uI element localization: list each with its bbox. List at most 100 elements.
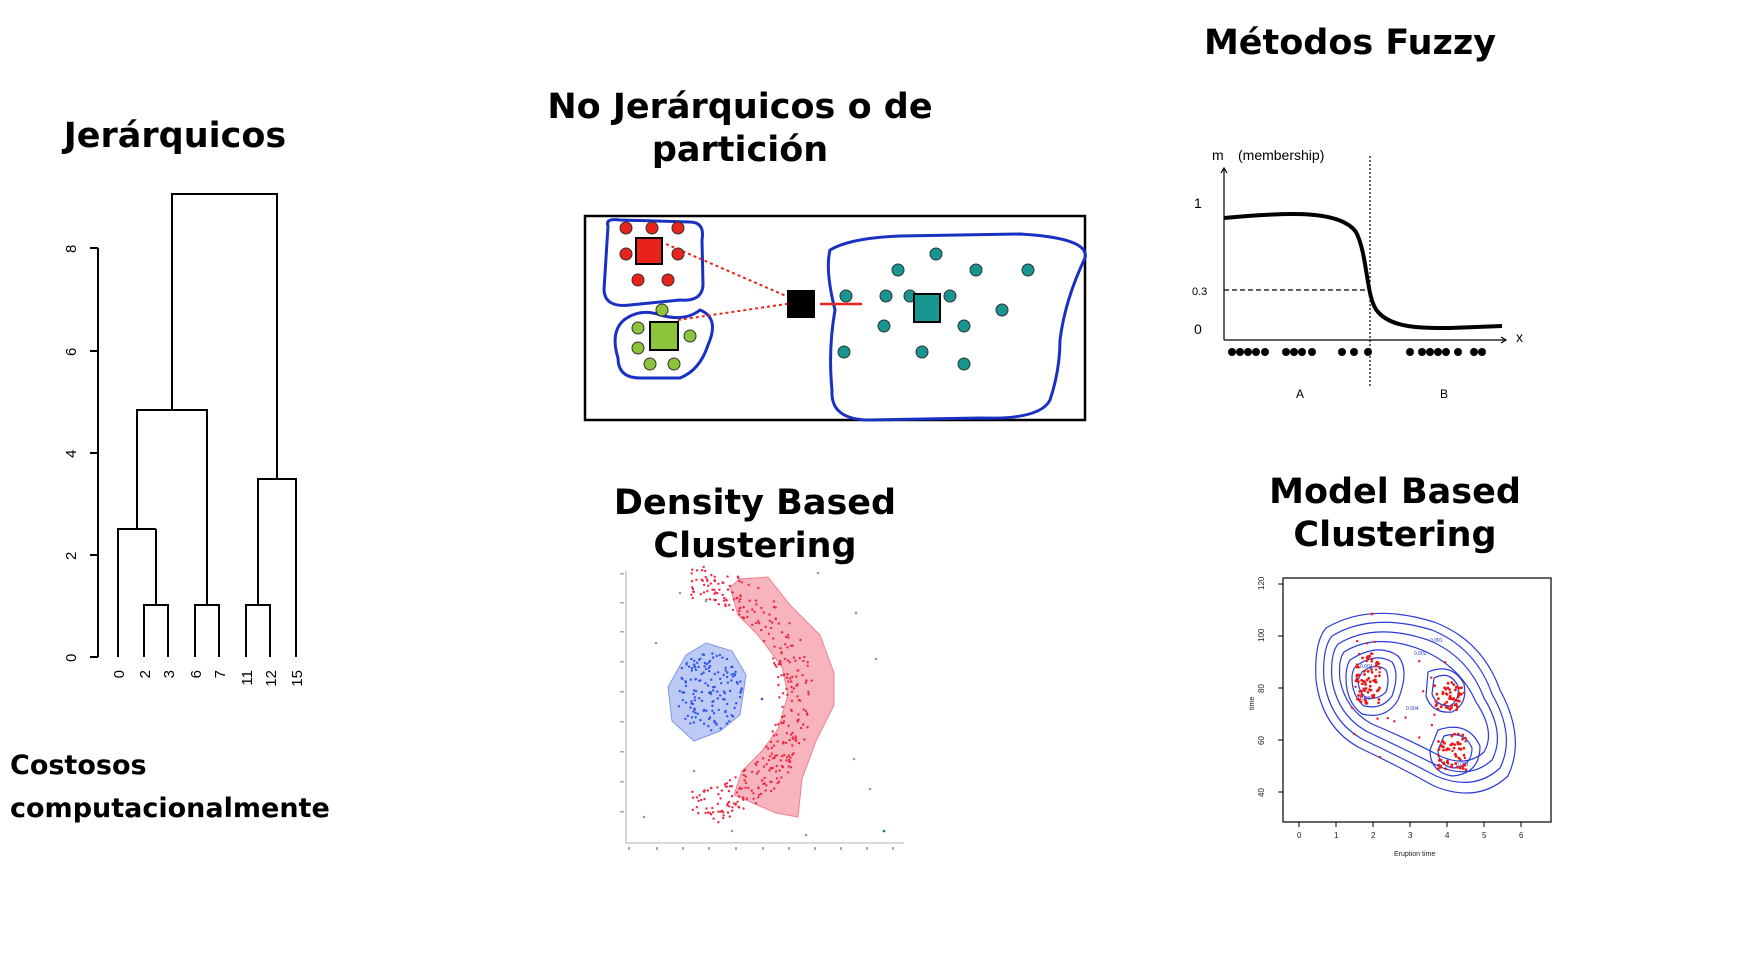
model-point: [1368, 654, 1371, 658]
model-point: [1457, 691, 1461, 695]
model-point: [1373, 640, 1376, 644]
model-point: [1393, 720, 1396, 723]
red-point: [781, 692, 785, 695]
model-point: [1363, 669, 1366, 673]
red-point: [784, 741, 788, 745]
model-point: [1363, 673, 1366, 676]
model-point: [1358, 698, 1361, 701]
model-point: [1461, 767, 1465, 770]
blue-point: [715, 722, 718, 725]
model-point: [1364, 699, 1368, 703]
blue-point: [689, 722, 692, 725]
blue-point: [726, 681, 730, 684]
red-point: [795, 684, 798, 687]
model-point: [1451, 749, 1454, 753]
blue-point: [690, 669, 693, 672]
red-point: [720, 789, 724, 792]
red-point: [797, 713, 800, 716]
model-point: [1456, 732, 1460, 736]
red-point: [779, 647, 782, 650]
red-point: [787, 724, 790, 727]
model-point: [1456, 765, 1459, 769]
model-point: [1448, 688, 1451, 691]
model-point: [1441, 739, 1445, 743]
model-point: [1436, 707, 1440, 711]
red-point: [695, 569, 699, 572]
model-point: [1378, 674, 1381, 678]
blue-point: [682, 691, 686, 694]
model-point: [1436, 767, 1440, 771]
red-point: [699, 593, 703, 596]
blue-point: [712, 712, 716, 715]
model-point: [1442, 748, 1445, 752]
model-point: [1360, 693, 1364, 696]
red-point: [738, 609, 741, 613]
y-tick-2: 2: [63, 552, 80, 560]
red-point: [746, 615, 749, 619]
model-point: [1456, 740, 1460, 744]
red-point: [762, 611, 765, 614]
red-point: [803, 655, 806, 659]
red-point: [737, 795, 741, 798]
red-point: [730, 795, 734, 798]
red-point: [777, 663, 780, 666]
blue-point: [702, 709, 705, 712]
blue-point: [715, 654, 718, 658]
model-point: [1418, 736, 1421, 739]
red-point: [785, 687, 788, 691]
model-point: [1446, 681, 1450, 685]
red-point: [770, 789, 773, 793]
red-point: [782, 720, 786, 723]
red-point: [738, 579, 741, 583]
red-point: [804, 709, 808, 713]
red-point: [739, 594, 742, 598]
y-tick: 120: [1257, 576, 1266, 590]
model-point: [1450, 734, 1454, 738]
red-point: [748, 599, 751, 602]
model-point: [1450, 765, 1453, 769]
model-point: [1365, 678, 1369, 682]
red-point: [761, 779, 764, 782]
hierarchical-caption: Costosos computacionalmente: [10, 750, 330, 824]
tick-1: 1: [1194, 195, 1202, 211]
model-point: [1433, 713, 1436, 716]
red-point: [786, 756, 789, 759]
model-chart: 0.001 0.002 0.004 0.003 0.004 0.001 40 6…: [1249, 576, 1552, 858]
red-point: [750, 789, 753, 792]
red-point: [740, 581, 743, 584]
red-point: [710, 573, 713, 577]
model-point: [1460, 686, 1463, 690]
green-cluster: [631, 303, 697, 371]
red-point: [707, 584, 710, 587]
blue-point: [700, 699, 704, 702]
red-point: [765, 745, 768, 748]
red-point: [806, 726, 809, 729]
model-title-line2: Clustering: [1293, 515, 1497, 555]
blue-point: [681, 699, 684, 702]
model-point: [1435, 692, 1439, 696]
blue-point: [728, 689, 732, 693]
red-point: [716, 802, 719, 806]
membership-curve: [1223, 212, 1503, 331]
red-point: [780, 651, 783, 654]
red-point: [777, 622, 780, 625]
blue-point: [680, 666, 684, 670]
model-point: [1354, 685, 1357, 688]
red-point: [732, 598, 736, 601]
blue-point: [721, 698, 725, 701]
red-point: [697, 799, 700, 803]
group-b-label: B: [1440, 387, 1448, 401]
model-point: [1358, 690, 1362, 693]
red-point: [781, 765, 785, 769]
red-point: [795, 739, 798, 742]
red-point: [799, 638, 802, 642]
red-point: [739, 597, 742, 601]
blue-point: [704, 667, 708, 671]
dendrogram: 0 2 4 6 8 0 2 3 6 7 11 12 15: [63, 193, 306, 687]
red-point: [769, 626, 773, 630]
blue-point: [694, 690, 698, 693]
blue-point: [707, 724, 710, 728]
red-point: [727, 789, 731, 793]
model-point: [1448, 695, 1452, 699]
model-point: [1378, 755, 1382, 759]
